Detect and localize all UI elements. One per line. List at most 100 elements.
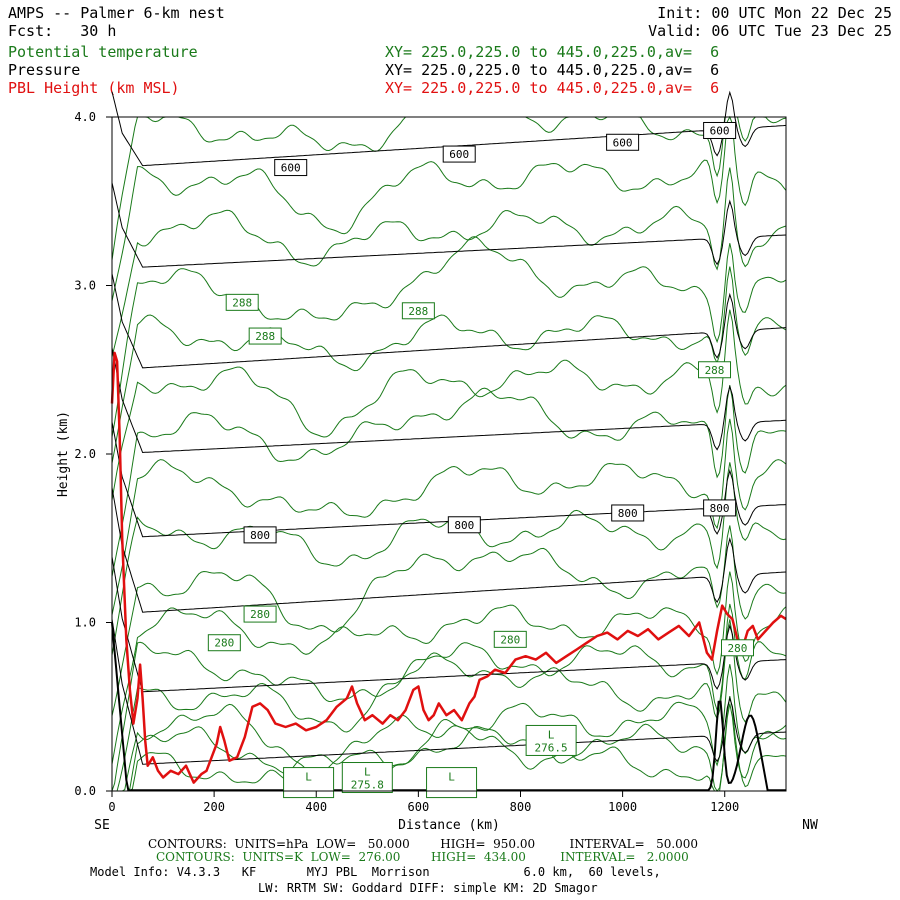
low-center-label: L — [448, 771, 455, 784]
theta-contour — [112, 619, 787, 792]
theta-contour-label-box — [698, 361, 732, 379]
theta-contour — [111, 236, 787, 437]
field-name-pressure: Pressure — [8, 61, 81, 79]
y-axis-label: Height (km) — [56, 411, 71, 497]
low-center-box — [341, 762, 393, 794]
theta-contour — [112, 664, 787, 792]
pressure-contour-label-box — [274, 159, 308, 177]
x-tick-label: 0 — [108, 800, 115, 814]
pressure-contour-lines — [111, 90, 787, 765]
pressure-contour — [111, 182, 787, 268]
low-center-value: 276.5 — [535, 741, 568, 754]
theta-contour-label: 280 — [728, 642, 748, 655]
theta-contour — [111, 418, 787, 616]
field-xy-pbl: XY= 225.0,225.0 to 445.0,225.0,av= 6 — [385, 79, 720, 97]
pressure-contour — [111, 556, 787, 693]
pressure-contour-label-box — [442, 145, 476, 163]
chart-title: AMPS -- Palmer 6-km nest — [8, 4, 225, 22]
y-tick-label: 2.0 — [74, 447, 96, 461]
x-tick-label: 1000 — [608, 800, 637, 814]
theta-contour-lines — [111, 115, 787, 792]
init-time: Init: 00 UTC Mon 22 Dec 25 — [657, 4, 892, 22]
pbl-height-series — [110, 351, 787, 784]
left-end-label: SE — [94, 818, 110, 833]
low-center-box — [426, 767, 478, 799]
pressure-contour — [111, 347, 787, 454]
theta-contour — [111, 309, 787, 501]
pressure-contour-label: 800 — [454, 519, 474, 532]
pressure-contour — [111, 619, 787, 765]
theta-contour-label-box — [401, 302, 435, 320]
footer-theta-contours: CONTOURS: UNITS=K LOW= 276.00 HIGH= 434.… — [156, 850, 689, 864]
theta-contour-label-box — [207, 634, 241, 652]
pressure-contour-label-box — [447, 516, 481, 534]
theta-contour — [111, 116, 787, 261]
fcst-value: 30 h — [80, 22, 117, 40]
theta-contour-label: 280 — [500, 633, 520, 646]
x-tick-label: 800 — [510, 800, 532, 814]
y-tick-label: 3.0 — [74, 279, 96, 293]
x-axis-label: Distance (km) — [398, 818, 500, 833]
valid-time: Valid: 06 UTC Tue 23 Dec 25 — [648, 22, 892, 40]
y-tick-label: 0.0 — [74, 784, 96, 798]
theta-contour — [111, 525, 787, 717]
low-center-box — [525, 724, 577, 756]
theta-contour-label: 288 — [705, 364, 725, 377]
theta-contour-label: 280 — [214, 637, 234, 650]
pressure-contour-label-box — [611, 504, 645, 522]
theta-contour-label-box — [243, 605, 277, 623]
footer-pressure-contours: CONTOURS: UNITS=hPa LOW= 50.000 HIGH= 95… — [148, 837, 699, 851]
theta-contour-label: 288 — [232, 296, 252, 309]
theta-contour-label-box — [493, 630, 527, 648]
axes: 0 200 400 600 800 1000 1200 0.0 1.0 2.0 3.0 4.0 Dist… — [56, 110, 818, 833]
plot-frame — [111, 116, 787, 792]
field-name-theta: Potential temperature — [8, 43, 198, 61]
pressure-contour-label-box — [606, 133, 640, 151]
x-tick-label: 600 — [408, 800, 430, 814]
y-tick-label: 4.0 — [74, 110, 96, 124]
footer-physics-info: LW: RRTM SW: Goddard DIFF: simple KM: 2D… — [258, 881, 598, 895]
y-tick-label: 1.0 — [74, 616, 96, 630]
pressure-contour-label: 800 — [710, 502, 730, 515]
theta-contour-label-box — [720, 639, 754, 657]
field-xy-theta: XY= 225.0,225.0 to 445.0,225.0,av= 6 — [385, 43, 720, 61]
contour-labels: 600 600 600 600 800 800 800 800 288 288 288 288 280 2… — [207, 121, 754, 799]
low-center-label: L — [548, 728, 555, 741]
theta-contour-label-box — [248, 327, 282, 345]
pressure-contour-label: 600 — [710, 124, 730, 137]
theta-contour — [111, 571, 787, 765]
low-center-value: 275.8 — [351, 779, 384, 792]
footer-model-info: Model Info: V4.3.3 KF MYJ PBL Morrison 6… — [90, 865, 661, 879]
pressure-contour-label-box — [703, 121, 737, 139]
pressure-contour-label: 800 — [618, 507, 638, 520]
low-center-label: L — [305, 771, 312, 784]
pressure-contour-label: 600 — [449, 148, 469, 161]
pressure-contour-label: 600 — [281, 162, 301, 175]
pressure-contour-label-box — [243, 526, 277, 544]
theta-contour-label-box — [225, 293, 259, 311]
right-end-label: NW — [802, 818, 818, 833]
field-xy-pressure: XY= 225.0,225.0 to 445.0,225.0,av= 6 — [385, 61, 720, 79]
theta-contour-label: 280 — [250, 608, 270, 621]
low-center-box — [283, 767, 335, 799]
theta-contour — [111, 167, 787, 358]
theta-contour — [112, 695, 787, 792]
pressure-contour-label: 600 — [613, 136, 633, 149]
x-tick-label: 1200 — [710, 800, 739, 814]
theta-contour — [111, 115, 787, 302]
pressure-contour-label-box — [703, 499, 737, 517]
low-center-label: L — [364, 766, 371, 779]
pressure-contour-label: 800 — [250, 529, 270, 542]
theta-contour-label: 288 — [255, 330, 275, 343]
x-tick-label: 200 — [203, 800, 225, 814]
pressure-contour — [111, 273, 787, 369]
theta-contour — [111, 266, 787, 464]
pressure-contour — [111, 487, 787, 613]
pbl-height-line — [110, 351, 787, 784]
fcst-label: Fcst: — [8, 22, 54, 40]
forecast-label: Fcst: 30 h — [8, 22, 116, 40]
theta-contour — [111, 385, 787, 577]
theta-contour-label: 288 — [408, 305, 428, 318]
theta-contour — [111, 603, 787, 792]
